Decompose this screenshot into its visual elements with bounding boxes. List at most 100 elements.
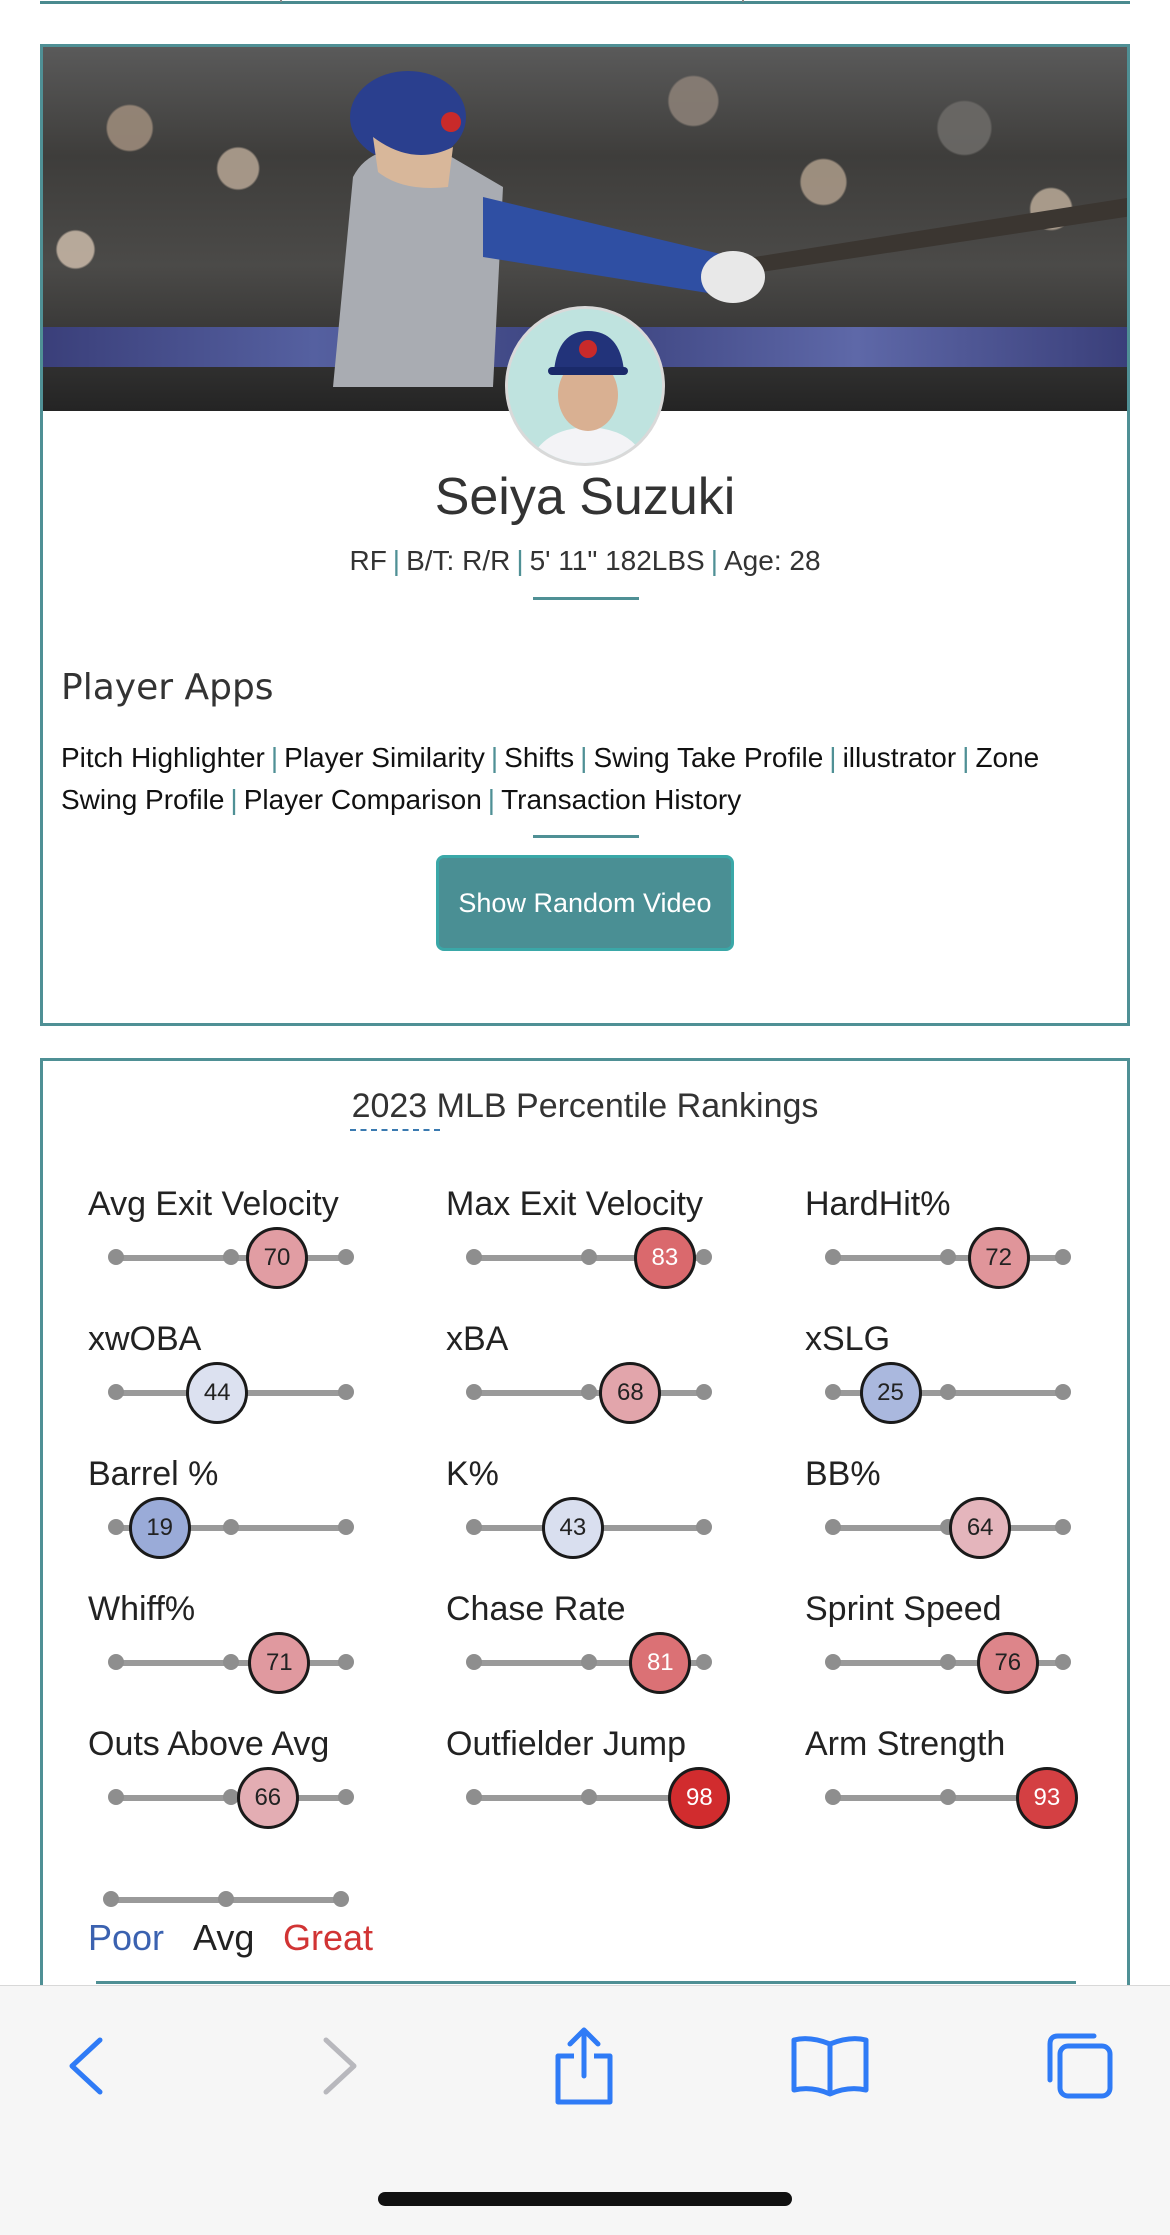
track-dot bbox=[466, 1789, 482, 1805]
percentile-marker: 93 bbox=[1015, 1767, 1078, 1829]
track-dot bbox=[223, 1654, 239, 1670]
metric-label: Avg Exit Velocity bbox=[88, 1185, 339, 1223]
track-dot bbox=[581, 1789, 597, 1805]
track-dot bbox=[338, 1654, 354, 1670]
back-icon[interactable] bbox=[46, 2026, 126, 2106]
previous-card-edge bbox=[40, 0, 1130, 4]
browser-toolbar bbox=[0, 1985, 1170, 2235]
track-dot bbox=[1055, 1384, 1071, 1400]
percentile-marker: 81 bbox=[629, 1632, 692, 1694]
metric-arm-strength: Arm Strength 93 bbox=[805, 1725, 1105, 1845]
metric-label: Barrel % bbox=[88, 1455, 219, 1493]
percentile-marker: 44 bbox=[186, 1362, 249, 1424]
metric-avg-exit-velocity: Avg Exit Velocity 70 bbox=[88, 1185, 388, 1305]
track-dot bbox=[108, 1249, 124, 1265]
player-hero-photo bbox=[43, 47, 1127, 411]
track-dot bbox=[1055, 1519, 1071, 1535]
percentile-marker: 66 bbox=[236, 1767, 299, 1829]
percentile-marker: 98 bbox=[668, 1767, 731, 1829]
legend-avg: Avg bbox=[193, 1917, 255, 1958]
percentile-marker: 76 bbox=[976, 1632, 1039, 1694]
legend-dot bbox=[218, 1891, 234, 1907]
app-link-player-similarity[interactable]: Player Similarity bbox=[284, 742, 485, 773]
metric-outs-above-avg: Outs Above Avg 66 bbox=[88, 1725, 388, 1845]
app-link-pitch-highlighter[interactable]: Pitch Highlighter bbox=[61, 742, 265, 773]
player-bats-throws: B/T: R/R bbox=[406, 545, 511, 576]
home-indicator bbox=[378, 2192, 792, 2206]
track-dot bbox=[466, 1519, 482, 1535]
metric-label: xBA bbox=[446, 1320, 509, 1358]
percentile-marker: 70 bbox=[246, 1227, 308, 1289]
metric-xwoba: xwOBA 44 bbox=[88, 1320, 388, 1440]
player-name: Seiya Suzuki bbox=[434, 468, 736, 526]
percentile-marker: 71 bbox=[248, 1632, 311, 1694]
metric-outfielder-jump: Outfielder Jump 98 bbox=[446, 1725, 746, 1845]
rankings-title: 2023 MLB Percentile Rankings bbox=[351, 1087, 819, 1125]
track-dot bbox=[108, 1654, 124, 1670]
app-link-swing-take-profile[interactable]: Swing Take Profile bbox=[593, 742, 824, 773]
track-dot bbox=[466, 1249, 482, 1265]
percentile-marker: 68 bbox=[599, 1362, 662, 1424]
track-dot bbox=[223, 1249, 239, 1265]
app-link-zone-swing-profile[interactable]: Zone Swing Profile bbox=[61, 742, 1040, 815]
player-age: Age: 28 bbox=[724, 545, 821, 576]
metric-label: BB% bbox=[805, 1455, 881, 1493]
percentile-marker: 25 bbox=[859, 1362, 922, 1424]
title-dashed-underline bbox=[350, 1129, 440, 1131]
app-link-player-comparison[interactable]: Player Comparison bbox=[243, 784, 482, 815]
legend-great: Great bbox=[283, 1917, 374, 1958]
tabs-icon[interactable] bbox=[1040, 2026, 1120, 2106]
percentile-marker: 64 bbox=[949, 1497, 1012, 1559]
track-dot bbox=[940, 1789, 956, 1805]
percentile-marker: 19 bbox=[128, 1497, 191, 1559]
metric-label: HardHit% bbox=[805, 1185, 951, 1223]
metric-label: Arm Strength bbox=[805, 1725, 1006, 1763]
percentile-marker: 83 bbox=[633, 1227, 696, 1289]
percentile-marker: 72 bbox=[967, 1227, 1030, 1289]
metric-label: K% bbox=[446, 1455, 499, 1493]
track-dot bbox=[108, 1519, 124, 1535]
app-link-illustrator[interactable]: illustrator bbox=[842, 742, 957, 773]
metric-bb: BB% 64 bbox=[805, 1455, 1105, 1575]
divider bbox=[533, 597, 639, 600]
track-dot bbox=[825, 1384, 841, 1400]
metric-whiff: Whiff% 71 bbox=[88, 1590, 388, 1710]
track-dot bbox=[581, 1249, 597, 1265]
metric-max-exit-velocity: Max Exit Velocity 83 bbox=[446, 1185, 746, 1305]
track-dot bbox=[825, 1519, 841, 1535]
metric-label: Whiff% bbox=[88, 1590, 196, 1628]
metric-label: xSLG bbox=[805, 1320, 891, 1358]
track-dot bbox=[696, 1249, 712, 1265]
track-dot bbox=[696, 1384, 712, 1400]
show-random-video-button[interactable]: Show Random Video bbox=[436, 855, 734, 951]
track-dot bbox=[108, 1789, 124, 1805]
track-dot bbox=[223, 1519, 239, 1535]
app-link-transaction-history[interactable]: Transaction History bbox=[501, 784, 742, 815]
track-dot bbox=[338, 1384, 354, 1400]
bookmarks-icon[interactable] bbox=[790, 2026, 870, 2106]
metric-xslg: xSLG 25 bbox=[805, 1320, 1105, 1440]
share-icon[interactable] bbox=[544, 2026, 624, 2106]
metric-label: Chase Rate bbox=[446, 1590, 626, 1628]
legend-poor: Poor bbox=[88, 1917, 165, 1958]
player-profile-card: Seiya Suzuki RF | B/T: R/R | 5' 11" 182LBS | A… bbox=[40, 44, 1130, 1026]
track-dot bbox=[825, 1249, 841, 1265]
track-dot bbox=[696, 1654, 712, 1670]
player-apps-links: Pitch Highlighter | Player Similarity | Shif… bbox=[61, 742, 1040, 815]
divider bbox=[533, 835, 639, 838]
track-dot bbox=[825, 1654, 841, 1670]
forward-icon[interactable] bbox=[300, 2026, 380, 2106]
legend-dot bbox=[103, 1891, 119, 1907]
metric-xba: xBA 68 bbox=[446, 1320, 746, 1440]
track-dot bbox=[940, 1654, 956, 1670]
player-size: 5' 11" 182LBS bbox=[529, 545, 705, 576]
app-link-shifts[interactable]: Shifts bbox=[504, 742, 575, 773]
metric-barrel: Barrel % 19 bbox=[88, 1455, 388, 1575]
percentile-marker: 43 bbox=[541, 1497, 604, 1559]
metric-label: Sprint Speed bbox=[805, 1590, 1002, 1628]
track-dot bbox=[940, 1384, 956, 1400]
track-dot bbox=[466, 1654, 482, 1670]
legend-dot bbox=[333, 1891, 349, 1907]
player-bio-line: RF | B/T: R/R | 5' 11" 182LBS | Age: 28 bbox=[349, 545, 821, 576]
track-dot bbox=[940, 1249, 956, 1265]
